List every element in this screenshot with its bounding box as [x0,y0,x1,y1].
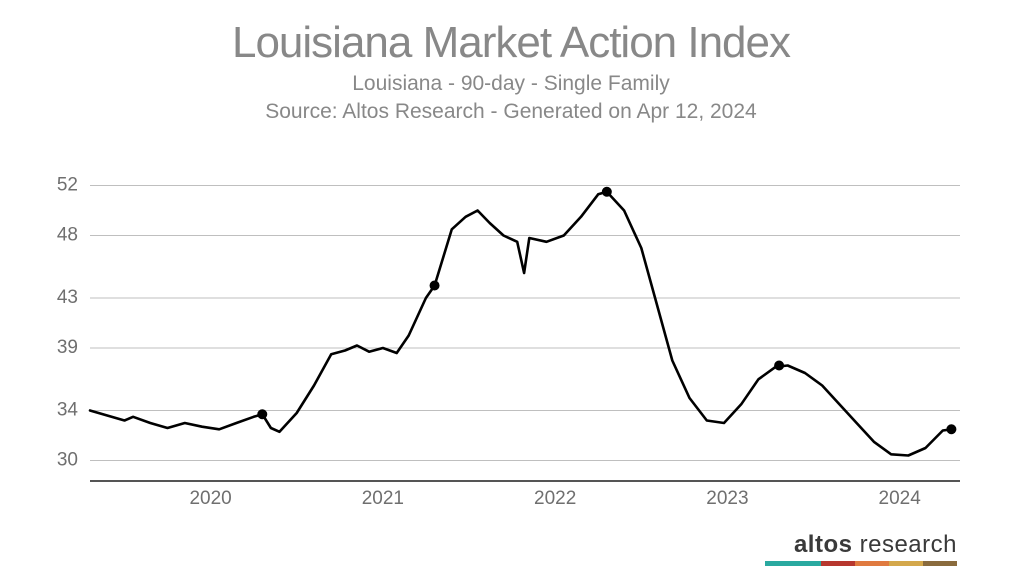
brand-bar-segment [889,561,923,566]
svg-text:30: 30 [57,450,78,471]
brand-light: research [852,531,957,558]
brand-bar-segment [855,561,889,566]
svg-text:52: 52 [57,175,78,196]
svg-text:39: 39 [57,337,78,358]
chart-subtitle: Louisiana - 90-day - Single Family [0,72,1022,96]
brand-block: altos research [765,531,957,566]
svg-text:2023: 2023 [706,488,748,509]
svg-text:34: 34 [57,400,79,421]
chart-plot-area: 30343943485220202021202220232024 [90,173,960,473]
brand-bar-segment [821,561,855,566]
svg-text:2024: 2024 [879,488,922,509]
svg-text:2021: 2021 [362,488,404,509]
brand-color-bar [765,561,957,566]
svg-text:43: 43 [57,287,78,308]
brand-bar-segment [923,561,957,566]
svg-text:2020: 2020 [189,488,231,509]
svg-text:2022: 2022 [534,488,576,509]
brand-text: altos research [765,531,957,559]
chart-source: Source: Altos Research - Generated on Ap… [0,100,1022,124]
svg-text:48: 48 [57,225,78,246]
brand-bold: altos [794,531,853,558]
chart-container: Louisiana Market Action Index Louisiana … [0,18,1022,576]
brand-bar-segment [765,561,821,566]
chart-title: Louisiana Market Action Index [0,18,1022,68]
line-chart-svg: 30343943485220202021202220232024 [90,173,960,513]
